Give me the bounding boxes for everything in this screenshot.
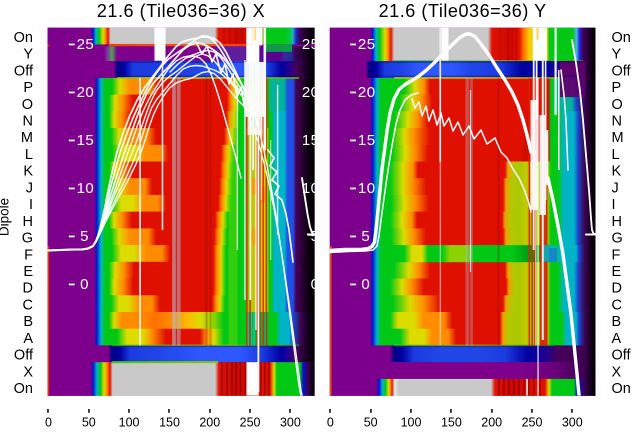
svg-text:250: 250 — [240, 416, 261, 430]
svg-text:B: B — [23, 314, 33, 330]
svg-text:L: L — [25, 147, 33, 163]
svg-text:N: N — [23, 114, 33, 130]
svg-text:D: D — [23, 281, 33, 297]
svg-text:0: 0 — [80, 276, 89, 293]
svg-text:50: 50 — [82, 416, 96, 430]
svg-text:21.6 (Tile036=36) Y: 21.6 (Tile036=36) Y — [379, 1, 547, 21]
svg-text:P: P — [23, 80, 33, 96]
svg-text:C: C — [23, 297, 33, 313]
svg-text:Y: Y — [612, 47, 622, 63]
svg-text:D: D — [612, 281, 622, 297]
svg-text:0: 0 — [327, 416, 334, 430]
svg-text:25: 25 — [302, 36, 320, 53]
svg-text:0: 0 — [311, 276, 320, 293]
svg-text:300: 300 — [280, 416, 301, 430]
svg-text:300: 300 — [562, 416, 583, 430]
svg-text:15: 15 — [358, 132, 376, 149]
svg-text:5: 5 — [361, 228, 370, 245]
svg-text:200: 200 — [199, 416, 220, 430]
svg-text:Off: Off — [612, 348, 632, 364]
svg-text:M: M — [612, 130, 624, 146]
svg-text:L: L — [612, 147, 620, 163]
svg-text:5: 5 — [80, 228, 89, 245]
svg-text:100: 100 — [401, 416, 422, 430]
svg-text:25: 25 — [358, 36, 376, 53]
svg-text:50: 50 — [364, 416, 378, 430]
svg-text:K: K — [612, 164, 622, 180]
svg-text:25: 25 — [77, 36, 95, 53]
svg-text:E: E — [612, 264, 622, 280]
svg-text:A: A — [23, 331, 33, 347]
svg-text:0: 0 — [361, 276, 370, 293]
svg-text:B: B — [612, 314, 622, 330]
svg-text:M: M — [21, 130, 33, 146]
svg-text:On: On — [14, 30, 33, 46]
svg-text:I: I — [29, 197, 33, 213]
svg-text:15: 15 — [302, 132, 320, 149]
svg-text:O: O — [612, 97, 623, 113]
svg-text:20: 20 — [302, 84, 320, 101]
svg-text:J: J — [26, 180, 33, 196]
svg-text:N: N — [612, 114, 622, 130]
svg-text:150: 150 — [159, 416, 180, 430]
svg-text:On: On — [14, 381, 33, 397]
svg-text:150: 150 — [441, 416, 462, 430]
svg-text:K: K — [23, 164, 33, 180]
svg-text:5: 5 — [311, 228, 320, 245]
svg-text:Y: Y — [23, 47, 33, 63]
svg-text:X: X — [612, 364, 622, 380]
svg-text:On: On — [612, 30, 631, 46]
svg-text:21.6 (Tile036=36) X: 21.6 (Tile036=36) X — [97, 1, 265, 21]
svg-text:100: 100 — [119, 416, 140, 430]
svg-text:P: P — [612, 80, 622, 96]
svg-text:20: 20 — [77, 84, 95, 101]
svg-text:X: X — [23, 364, 33, 380]
svg-text:F: F — [24, 247, 33, 263]
svg-text:20: 20 — [358, 84, 376, 101]
svg-text:Off: Off — [14, 348, 34, 364]
svg-text:I: I — [612, 197, 616, 213]
svg-text:Off: Off — [612, 63, 632, 79]
svg-text:On: On — [612, 381, 631, 397]
svg-text:10: 10 — [358, 180, 376, 197]
svg-text:G: G — [22, 231, 33, 247]
svg-text:G: G — [612, 231, 623, 247]
svg-text:F: F — [612, 247, 621, 263]
svg-text:J: J — [612, 180, 619, 196]
svg-text:10: 10 — [77, 180, 95, 197]
svg-text:H: H — [612, 214, 622, 230]
svg-text:10: 10 — [302, 180, 320, 197]
svg-text:O: O — [22, 97, 33, 113]
svg-text:C: C — [612, 297, 622, 313]
svg-text:Off: Off — [14, 63, 34, 79]
svg-text:E: E — [23, 264, 33, 280]
svg-text:Dipole: Dipole — [0, 198, 12, 236]
svg-text:200: 200 — [481, 416, 502, 430]
svg-text:15: 15 — [77, 132, 95, 149]
svg-text:A: A — [612, 331, 622, 347]
svg-text:250: 250 — [522, 416, 543, 430]
svg-text:0: 0 — [45, 416, 52, 430]
svg-text:H: H — [23, 214, 33, 230]
